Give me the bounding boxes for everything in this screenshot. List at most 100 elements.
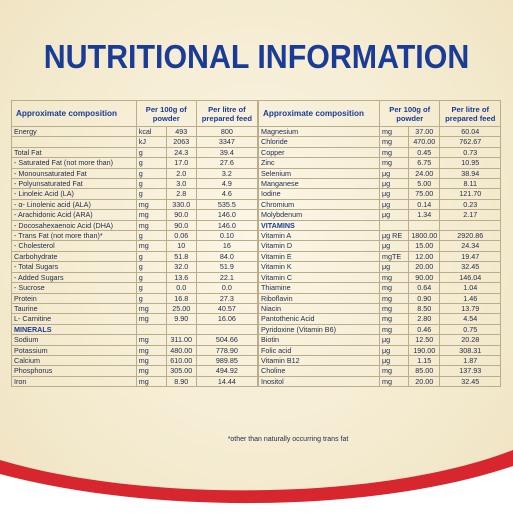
header-composition: Approximate composition — [258, 100, 380, 127]
unit-cell: mg — [378, 302, 410, 315]
nutrient-name: Copper — [258, 146, 380, 159]
unit-cell: μg RE — [378, 230, 410, 242]
unit-cell: mg — [135, 344, 167, 356]
unit-cell — [135, 323, 167, 336]
per-100g-value: 480.00 — [165, 344, 197, 356]
per-100g-value: 305.00 — [165, 365, 197, 377]
table-row: - Saturated Fat (not more than) g 17.0 27.6 — [11, 157, 259, 169]
nutrient-name: Pantothenic Acid — [258, 313, 380, 325]
table-row: Vitamin B12 μg 1.15 1.87 — [258, 354, 501, 367]
per-100g-value: 5.00 — [408, 178, 441, 190]
per-100g-value: 10 — [165, 240, 197, 252]
per-100g-value: 85.00 — [408, 365, 441, 377]
per-100g-value: 493 — [165, 125, 197, 138]
unit-cell: mg — [135, 302, 167, 315]
nutrient-name: Vitamin D — [258, 240, 380, 252]
unit-cell: mg — [135, 334, 167, 346]
per-100g-value: 12.00 — [408, 250, 441, 263]
table-row: Molybdenum μg 1.34 2.17 — [258, 209, 501, 221]
table-row: - Trans Fat (not more than)* g 0.06 0.10 — [11, 230, 259, 242]
per-100g-value: 470.00 — [408, 136, 441, 148]
nutrient-name: Vitamin C — [258, 271, 380, 284]
unit-cell: μg — [378, 344, 410, 356]
per-litre-value: 3347 — [195, 136, 259, 148]
unit-cell: mg — [135, 240, 167, 252]
per-litre-value: 20.28 — [439, 334, 501, 346]
per-litre-value — [195, 323, 259, 336]
per-litre-value: 800 — [195, 125, 259, 138]
table-row: Energy kcal 493 800 — [11, 125, 259, 138]
table-row: Total Fat g 24.3 39.4 — [11, 146, 259, 159]
per-litre-value: 2.17 — [439, 209, 501, 221]
per-100g-value: 1800.00 — [408, 230, 441, 242]
unit-cell: g — [135, 146, 167, 159]
nutrient-name: Protein — [11, 292, 137, 304]
table-row: - Total Sugars g 32.0 51.9 — [11, 261, 259, 273]
per-litre-value: 146.0 — [195, 209, 259, 221]
per-litre-value: 1.04 — [439, 282, 501, 294]
nutrient-name: Sodium — [11, 334, 137, 346]
header-per-litre: Per litre of prepared feed — [195, 100, 259, 127]
nutrient-name: Pyridoxine (Vitamin B6) — [258, 323, 380, 336]
nutrient-name: Folic acid — [258, 344, 380, 356]
table-row: Copper mg 0.45 0.73 — [258, 146, 501, 159]
unit-cell: mg — [378, 375, 410, 388]
unit-cell: mg — [135, 219, 167, 232]
per-litre-value: 0.73 — [439, 146, 501, 159]
nutrient-name: MINERALS — [11, 323, 137, 336]
per-litre-value: 3.2 — [195, 167, 259, 180]
per-100g-value: 8.50 — [408, 302, 441, 315]
per-litre-value: 146.0 — [195, 219, 259, 232]
per-100g-value: 90.0 — [165, 219, 197, 232]
section-row: VITAMINS — [258, 219, 501, 232]
nutrient-name: L- Carnitine — [11, 313, 137, 325]
unit-cell: μg — [378, 354, 410, 367]
per-100g-value: 2.80 — [408, 313, 441, 325]
per-litre-value: 762.67 — [439, 136, 501, 148]
unit-cell: mg — [135, 209, 167, 221]
per-100g-value: 0.64 — [408, 282, 441, 294]
per-100g-value: 25.00 — [165, 302, 197, 315]
unit-cell: μg — [378, 178, 410, 190]
table-row: Pantothenic Acid mg 2.80 4.54 — [258, 313, 501, 325]
per-litre-value: 0.23 — [439, 198, 501, 211]
per-litre-value: 504.66 — [195, 334, 259, 346]
header-per-litre: Per litre of prepared feed — [439, 100, 501, 127]
per-litre-value: 19.47 — [439, 250, 501, 263]
per-litre-value: 535.5 — [195, 198, 259, 211]
unit-cell: mg — [378, 125, 410, 138]
per-litre-value: 0.0 — [195, 282, 259, 294]
table-row: kJ 2063 3347 — [11, 136, 259, 148]
unit-cell: μg — [378, 167, 410, 180]
per-litre-value: 39.4 — [195, 146, 259, 159]
per-100g-value: 190.00 — [408, 344, 441, 356]
nutrient-name: - α- Linolenic acid (ALA) — [11, 198, 137, 211]
per-litre-value: 8.11 — [439, 178, 501, 190]
per-litre-value: 494.92 — [195, 365, 259, 377]
table-row: Calcium mg 610.00 989.85 — [11, 354, 259, 367]
nutrient-name: Phosphorus — [11, 365, 137, 377]
per-litre-value: 22.1 — [195, 271, 259, 284]
per-litre-value: 13.79 — [439, 302, 501, 315]
unit-cell: mg — [378, 313, 410, 325]
per-100g-value: 75.00 — [408, 188, 441, 200]
per-100g-value: 16.8 — [165, 292, 197, 304]
per-100g-value: 51.8 — [165, 250, 197, 263]
unit-cell: μg — [378, 188, 410, 200]
nutrient-name: Thiamine — [258, 282, 380, 294]
unit-cell: μg — [378, 198, 410, 211]
nutrient-name: Riboflavin — [258, 292, 380, 304]
nutrient-name: Molybdenum — [258, 209, 380, 221]
per-100g-value: 0.45 — [408, 146, 441, 159]
table-row: Pyridoxine (Vitamin B6) mg 0.46 0.75 — [258, 323, 501, 336]
per-100g-value: 1.34 — [408, 209, 441, 221]
header-composition: Approximate composition — [11, 100, 137, 127]
per-100g-value: 37.00 — [408, 125, 441, 138]
unit-cell: mg — [378, 271, 410, 284]
nutrient-name — [11, 136, 137, 148]
unit-cell: mg — [378, 157, 410, 169]
unit-cell — [378, 219, 410, 232]
nutrient-name: - Sucrose — [11, 282, 137, 294]
unit-cell: g — [135, 167, 167, 180]
